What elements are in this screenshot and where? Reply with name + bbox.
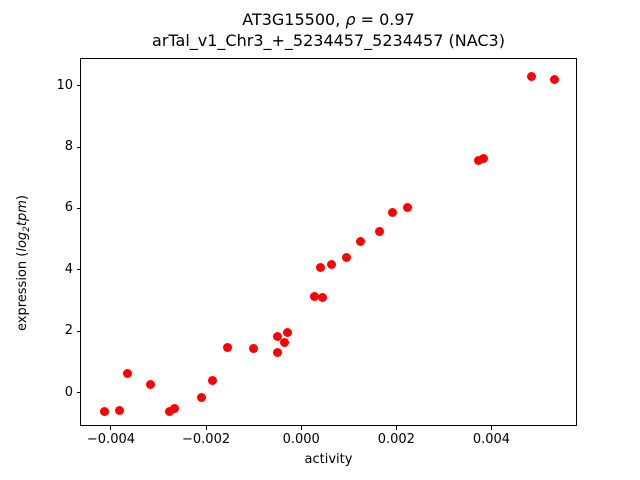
data-point	[115, 406, 125, 416]
data-point	[527, 71, 537, 81]
y-tick-mark	[77, 146, 81, 148]
y-tick-label: 10	[56, 77, 73, 93]
data-point	[207, 375, 217, 385]
y-tick-label: 6	[64, 200, 73, 216]
data-point	[402, 203, 412, 213]
x-tick-label: −0.004	[86, 432, 136, 447]
data-point	[326, 260, 336, 270]
data-point	[387, 207, 397, 217]
x-tick-mark	[110, 426, 112, 430]
data-point	[283, 327, 293, 337]
data-point	[479, 154, 489, 164]
data-point	[273, 331, 283, 341]
data-point	[249, 343, 259, 353]
data-point	[315, 262, 325, 272]
data-point	[145, 380, 155, 390]
x-axis-label: activity	[304, 452, 353, 467]
x-tick-mark	[395, 426, 397, 430]
data-point	[123, 369, 133, 379]
y-tick-mark	[77, 330, 81, 332]
y-tick-label: 2	[64, 323, 73, 339]
data-point	[280, 337, 290, 347]
data-point	[196, 392, 206, 402]
data-point	[474, 156, 484, 166]
data-point	[375, 226, 385, 236]
x-tick-mark	[205, 426, 207, 430]
x-tick-label: 0.004	[472, 432, 511, 447]
title-rho-value: = 0.97	[355, 10, 415, 29]
y-tick-label: 8	[64, 139, 73, 154]
y-tick-mark	[77, 85, 81, 87]
y-tick-mark	[77, 392, 81, 394]
y-tick-mark	[77, 207, 81, 209]
x-tick-mark	[490, 426, 492, 430]
data-point	[273, 348, 283, 358]
data-point	[317, 293, 327, 303]
plot-area: −0.004 −0.002 0.000 0.002 0.004 0 2 4 6 8 10	[56, 58, 577, 447]
data-point	[170, 404, 180, 414]
chart-title-line1: AT3G15500, ρ = 0.97	[80, 9, 577, 30]
y-tick-label: 0	[64, 384, 73, 400]
x-tick-label: 0.000	[282, 432, 320, 447]
x-tick-mark	[300, 426, 302, 430]
rho-symbol: ρ	[345, 10, 356, 29]
chart-title: AT3G15500, ρ = 0.97 arTal_v1_Chr3_+_5234…	[80, 9, 577, 51]
y-axis-label: expression (log2tpm)	[15, 195, 32, 331]
chart-title-line2: arTal_v1_Chr3_+_5234457_5234457 (NAC3)	[152, 31, 505, 50]
data-point	[342, 253, 352, 263]
data-point	[164, 407, 174, 417]
data-point	[550, 74, 560, 84]
y-tick-mark	[77, 269, 81, 271]
title-gene-id: AT3G15500,	[242, 10, 346, 29]
data-point	[223, 342, 233, 352]
x-tick-label: 0.002	[377, 432, 415, 447]
data-point	[310, 291, 320, 301]
y-tick-label: 4	[64, 261, 73, 277]
x-tick-label: −0.002	[182, 432, 231, 447]
data-point	[99, 407, 109, 417]
data-point	[355, 237, 365, 247]
